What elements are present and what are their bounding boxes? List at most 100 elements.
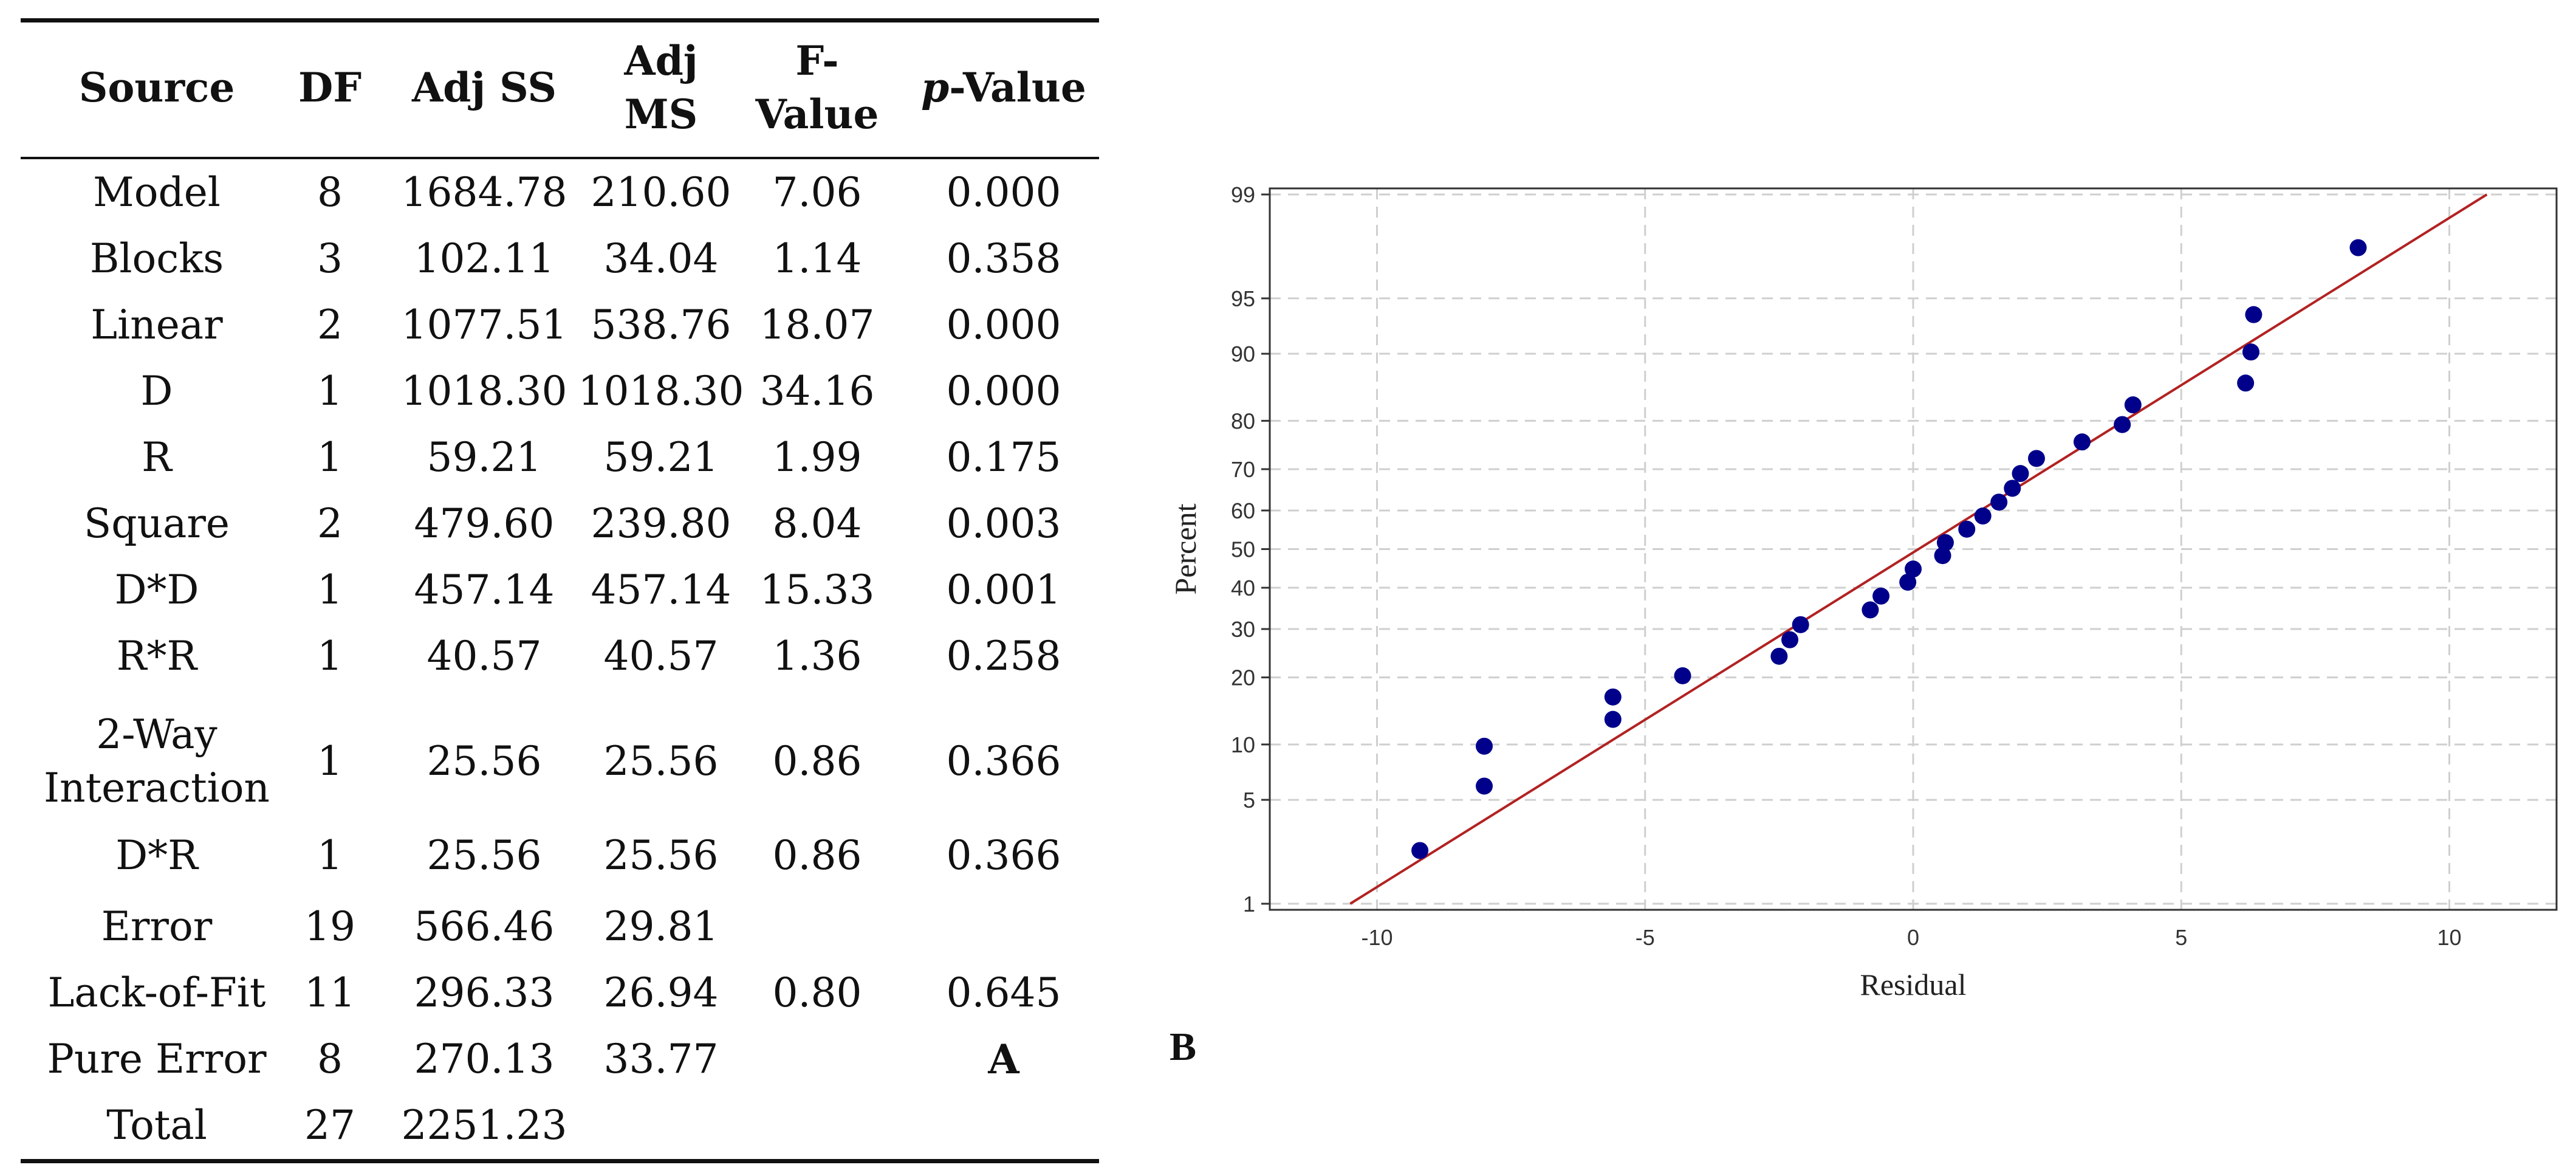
cell-col-adj-ms: 26.94 bbox=[603, 969, 719, 1016]
data-point bbox=[2242, 343, 2259, 361]
y-tick-label: 90 bbox=[1231, 342, 1255, 366]
cell-col-adj-ms: 538.76 bbox=[591, 301, 731, 348]
cell-col-adj-ss: 270.13 bbox=[414, 1036, 555, 1082]
cell-col-source: D*D bbox=[114, 566, 199, 613]
table-header-rule bbox=[21, 157, 1099, 159]
cell-col-df: 1 bbox=[317, 368, 343, 414]
cell-col-f-value: 34.16 bbox=[759, 368, 875, 414]
cell-col-f-value bbox=[744, 894, 890, 960]
data-point bbox=[2073, 433, 2091, 451]
x-tick-label: -10 bbox=[1361, 925, 1392, 950]
plot-grid bbox=[1270, 188, 2557, 910]
cell-col-f-value: 8.04 bbox=[772, 500, 862, 547]
data-point bbox=[1958, 520, 1976, 538]
data-point bbox=[2114, 416, 2131, 433]
cell-col-df: 2 bbox=[317, 301, 343, 348]
fit-line bbox=[1349, 193, 2488, 905]
cell-col-df: 1 bbox=[317, 566, 343, 613]
cell-col-adj-ms: 239.80 bbox=[591, 500, 731, 547]
y-tick-label: 99 bbox=[1231, 182, 1255, 207]
cell-col-p-value: 0.358 bbox=[946, 235, 1061, 282]
cell-col-df: 1 bbox=[317, 434, 343, 481]
cell-col-adj-ss: 59.21 bbox=[426, 434, 542, 481]
y-tick-label: 50 bbox=[1231, 537, 1255, 562]
y-tick-label: 40 bbox=[1231, 576, 1255, 600]
cell-col-p-value: 0.000 bbox=[946, 169, 1061, 216]
data-point bbox=[2027, 450, 2045, 467]
y-tick-label: 5 bbox=[1243, 788, 1255, 813]
cell-col-adj-ms: 29.81 bbox=[603, 903, 719, 950]
data-point bbox=[1476, 737, 1493, 755]
cell-col-adj-ss: 102.11 bbox=[414, 235, 555, 282]
data-point bbox=[1934, 547, 1951, 565]
y-axis-title: Percent bbox=[1168, 503, 1202, 594]
data-point bbox=[1936, 534, 1954, 551]
cell-col-source: Square bbox=[84, 500, 230, 547]
cell-col-f-value: 7.06 bbox=[772, 169, 862, 216]
cell-col-adj-ss: 296.33 bbox=[414, 969, 555, 1016]
cell-col-adj-ss: 25.56 bbox=[426, 832, 542, 879]
header-col-adj-ss: Adj SS bbox=[411, 64, 557, 111]
y-tick-label: 60 bbox=[1231, 498, 1255, 523]
cell-col-p-value: 0.000 bbox=[946, 301, 1061, 348]
cell-col-adj-ss: 40.57 bbox=[426, 633, 542, 679]
cell-col-df: 19 bbox=[304, 903, 355, 950]
cell-col-df: 1 bbox=[317, 738, 343, 785]
header-col-adj-ms: Adj MS bbox=[624, 37, 698, 138]
cell-col-adj-ss: 1684.78 bbox=[401, 169, 567, 216]
data-point bbox=[1862, 601, 1879, 619]
header-col-p-value: p -Value bbox=[921, 64, 1086, 111]
cell-col-adj-ss: 479.60 bbox=[414, 500, 555, 547]
data-point bbox=[2237, 374, 2255, 392]
cell-col-source: R bbox=[142, 434, 172, 481]
cell-col-adj-ms: 59.21 bbox=[603, 434, 719, 481]
data-point bbox=[1604, 710, 1622, 728]
cell-col-adj-ms: 34.04 bbox=[603, 235, 719, 282]
data-point bbox=[1905, 560, 1922, 578]
cell-col-p-value: 0.003 bbox=[946, 500, 1061, 547]
x-tick-label: 0 bbox=[1907, 925, 1919, 950]
cell-col-adj-ms: 25.56 bbox=[603, 738, 719, 785]
cell-col-df: 2 bbox=[317, 500, 343, 547]
cell-col-f-value: 15.33 bbox=[759, 566, 875, 613]
y-tick-label: 20 bbox=[1231, 665, 1255, 690]
cell-col-source: Linear bbox=[91, 301, 223, 348]
data-points bbox=[1411, 239, 2367, 859]
cell-col-f-value: 1.99 bbox=[772, 434, 862, 481]
cell-col-p-value bbox=[903, 894, 1104, 960]
data-point bbox=[1781, 631, 1799, 648]
data-point bbox=[1974, 507, 1992, 525]
data-point bbox=[1674, 667, 1691, 684]
cell-col-adj-ss: 1077.51 bbox=[401, 301, 567, 348]
header-col-source: Source bbox=[78, 64, 235, 111]
cell-col-p-value: 0.366 bbox=[946, 738, 1061, 785]
data-point bbox=[1899, 573, 1917, 591]
cell-col-p-value: 0.175 bbox=[946, 434, 1061, 481]
x-tick-label: 10 bbox=[2437, 925, 2461, 950]
y-tick-label: 70 bbox=[1231, 457, 1255, 482]
cell-col-f-value bbox=[744, 1093, 890, 1158]
cell-col-p-value: 0.001 bbox=[946, 566, 1061, 613]
cell-col-f-value: 0.86 bbox=[772, 738, 862, 785]
table-bottom-rule bbox=[21, 1159, 1099, 1163]
cell-col-f-value: 1.14 bbox=[772, 235, 862, 282]
cell-col-adj-ss: 1018.30 bbox=[401, 368, 567, 414]
cell-col-source: Total bbox=[106, 1102, 207, 1149]
cell-col-adj-ss: 2251.23 bbox=[401, 1102, 567, 1149]
cell-col-p-value: A bbox=[988, 1036, 1019, 1083]
cell-col-adj-ss: 566.46 bbox=[414, 903, 555, 950]
anova-table: Source DF Adj SS Adj MS F- Value p -Value Mode… bbox=[0, 0, 1099, 1176]
cell-col-adj-ms bbox=[582, 1093, 740, 1158]
header-col-df: DF bbox=[298, 64, 362, 111]
cell-col-p-value: 0.258 bbox=[946, 633, 1061, 679]
y-tick-label: 1 bbox=[1243, 892, 1255, 916]
y-tick-label: 30 bbox=[1231, 617, 1255, 642]
data-point bbox=[2004, 480, 2021, 497]
cell-col-p-value: 0.366 bbox=[946, 832, 1061, 879]
panel-b-label: B bbox=[1170, 1025, 1197, 1069]
data-point bbox=[1411, 842, 1429, 859]
cell-col-f-value: 0.86 bbox=[772, 832, 862, 879]
header-col-f-value: F- Value bbox=[755, 37, 879, 138]
